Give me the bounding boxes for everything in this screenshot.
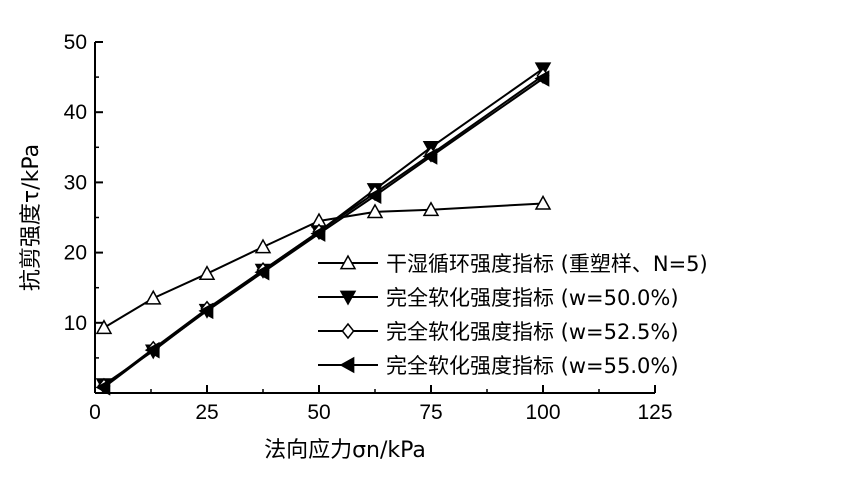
legend-label-dry-wet: 干湿循环强度指标 (重塑样、N=5) bbox=[386, 252, 708, 276]
y-axis-title-text: 抗剪强度τ/kPa bbox=[19, 144, 44, 291]
x-axis-title-text: 法向应力σn/kPa bbox=[264, 438, 426, 463]
legend-marker bbox=[341, 322, 355, 340]
legend-marker bbox=[339, 356, 355, 374]
x-tick-label: 125 bbox=[637, 401, 672, 424]
series-line-w55 bbox=[103, 77, 544, 389]
legend-backdrop bbox=[314, 245, 834, 385]
data-point-dry-wet bbox=[422, 201, 440, 217]
y-axis-title: 抗剪强度τ/kPa bbox=[19, 144, 44, 291]
x-ticks: 0 25 50 75 100 125 bbox=[89, 385, 673, 424]
series-layer bbox=[95, 62, 552, 396]
legend-item-w525: 完全软化强度指标 (w=52.5%) bbox=[318, 320, 679, 344]
y-ticks: 10 20 30 40 50 bbox=[64, 31, 103, 359]
data-point-w55 bbox=[366, 187, 382, 205]
legend-sample-w55 bbox=[318, 356, 378, 374]
data-point-dry-wet bbox=[254, 238, 272, 254]
data-point-dry-wet bbox=[534, 194, 552, 210]
legend-marker bbox=[339, 290, 357, 306]
x-tick-label: 25 bbox=[195, 401, 218, 424]
legend-label-w55: 完全软化强度指标 (w=55.0%) bbox=[386, 354, 679, 378]
legend-label-w525: 完全软化强度指标 (w=52.5%) bbox=[386, 320, 679, 344]
data-point-w55 bbox=[534, 70, 550, 87]
legend-item-w55: 完全软化强度指标 (w=55.0%) bbox=[318, 354, 679, 378]
data-point-w55 bbox=[198, 302, 214, 320]
series-line-w525 bbox=[103, 74, 544, 387]
legend-sample-dry-wet bbox=[318, 254, 378, 270]
x-tick-label: 0 bbox=[89, 401, 101, 424]
data-point-w55 bbox=[310, 225, 326, 242]
x-tick-label: 75 bbox=[419, 401, 442, 424]
data-point-w55 bbox=[144, 341, 160, 359]
x-tick-label: 100 bbox=[525, 401, 560, 424]
legend-item-w50: 完全软化强度指标 (w=50.0%) bbox=[318, 286, 679, 310]
legend: 干湿循环强度指标 (重塑样、N=5) 完全软化强度指标 (w=50.0%) 完全… bbox=[314, 245, 834, 385]
data-point-w55 bbox=[95, 379, 111, 396]
y-tick-label: 50 bbox=[64, 31, 87, 54]
data-point-dry-wet bbox=[144, 289, 162, 305]
axes: 0 25 50 75 100 125 10 20 30 40 50 bbox=[64, 31, 673, 424]
y-tick-label: 10 bbox=[64, 312, 87, 335]
y-tick-label: 40 bbox=[64, 101, 87, 124]
legend-item-dry-wet: 干湿循环强度指标 (重塑样、N=5) bbox=[318, 252, 708, 276]
y-tick-label: 30 bbox=[64, 171, 87, 194]
data-point-dry-wet bbox=[366, 203, 384, 219]
data-point-w55 bbox=[254, 263, 270, 281]
x-axis-title: 法向应力σn/kPa bbox=[264, 438, 426, 463]
data-point-dry-wet bbox=[198, 265, 216, 281]
x-tick-label: 50 bbox=[307, 401, 330, 424]
series-w55 bbox=[95, 70, 550, 396]
data-point-dry-wet bbox=[95, 319, 113, 335]
legend-sample-w50 bbox=[318, 290, 378, 306]
series-line-dry-wet bbox=[103, 202, 544, 329]
legend-sample-w525 bbox=[318, 322, 378, 340]
data-point-w55 bbox=[422, 148, 438, 165]
legend-label-w50: 完全软化强度指标 (w=50.0%) bbox=[386, 286, 679, 310]
legend-marker bbox=[339, 254, 357, 270]
y-tick-label: 20 bbox=[64, 242, 87, 265]
